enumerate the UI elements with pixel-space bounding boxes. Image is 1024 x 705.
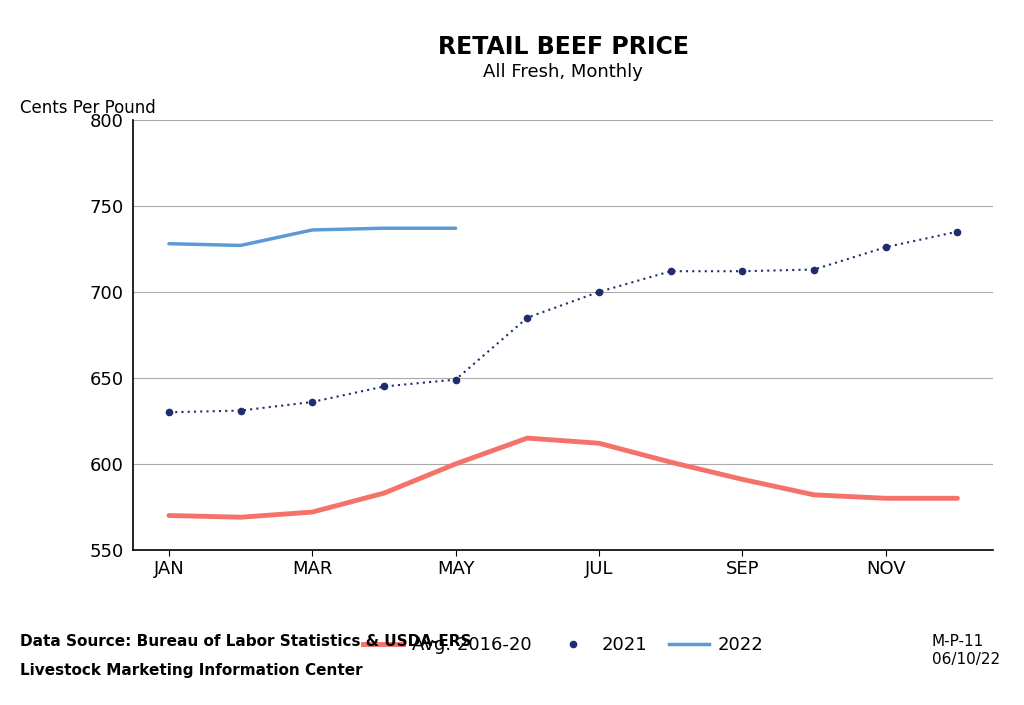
Text: RETAIL BEEF PRICE: RETAIL BEEF PRICE: [437, 35, 689, 59]
Text: M-P-11
06/10/22: M-P-11 06/10/22: [932, 634, 1000, 667]
Text: Cents Per Pound: Cents Per Pound: [20, 99, 157, 117]
Text: Livestock Marketing Information Center: Livestock Marketing Information Center: [20, 663, 364, 678]
Text: All Fresh, Monthly: All Fresh, Monthly: [483, 63, 643, 82]
Text: Data Source: Bureau of Labor Statistics & USDA-ERS: Data Source: Bureau of Labor Statistics …: [20, 634, 472, 649]
Legend: Avg. 2016-20, 2021, 2022: Avg. 2016-20, 2021, 2022: [355, 629, 771, 661]
